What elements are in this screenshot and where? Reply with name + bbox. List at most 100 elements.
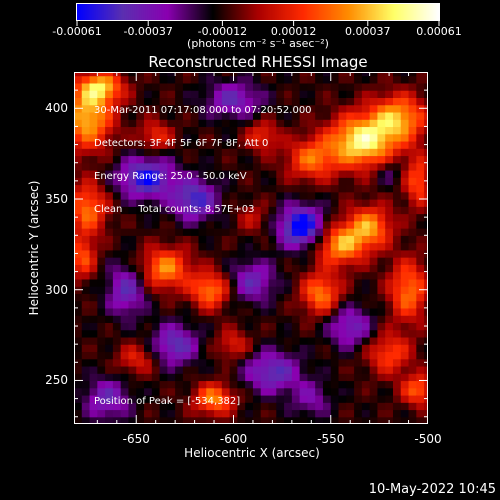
heatmap-cell [105, 402, 114, 411]
heatmap-cell [291, 416, 301, 424]
heatmap-cell [315, 199, 324, 207]
heatmap-cell [346, 191, 355, 200]
heatmap-cell [252, 286, 262, 294]
heatmap-cell [198, 300, 207, 309]
heatmap-cell [252, 90, 262, 98]
heatmap-cell [74, 293, 83, 302]
heatmap-cell [315, 72, 324, 77]
heatmap-cell [307, 155, 316, 164]
heatmap-cell [167, 220, 176, 229]
heatmap-cell [198, 286, 207, 294]
heatmap-cell [400, 169, 410, 178]
heatmap-cell [361, 228, 371, 236]
heatmap-cell [260, 104, 270, 113]
heatmap-cell [260, 111, 270, 120]
heatmap-cell [182, 133, 192, 142]
heatmap-cell [330, 315, 340, 323]
heatmap-cell [229, 322, 238, 331]
heatmap-cell [315, 365, 324, 374]
heatmap-cell [136, 133, 145, 142]
heatmap-cell [221, 162, 231, 171]
heatmap-cell [159, 213, 168, 222]
heatmap-cell [392, 206, 402, 215]
heatmap-cell [74, 97, 83, 106]
heatmap-cell [299, 293, 309, 302]
heatmap-cell [416, 307, 425, 316]
heatmap-cell [97, 111, 106, 120]
heatmap-cell [284, 278, 293, 287]
heatmap-cell [89, 336, 98, 345]
heatmap-cell [338, 387, 347, 396]
heatmap-cell [128, 199, 137, 207]
heatmap-cell [377, 351, 386, 360]
heatmap-cell [136, 365, 145, 374]
heatmap-cell [198, 351, 207, 360]
heatmap-cell [400, 104, 410, 113]
heatmap-cell [424, 300, 428, 309]
heatmap-cell [392, 242, 402, 251]
heatmap-cell [291, 199, 301, 207]
heatmap-cell [74, 402, 83, 411]
heatmap-cell [377, 235, 386, 244]
heatmap-cell [190, 257, 200, 265]
heatmap-cell [416, 119, 425, 128]
heatmap-cell [408, 104, 417, 113]
heatmap-cell [307, 286, 316, 294]
heatmap-cell [182, 104, 192, 113]
heatmap-cell [97, 184, 106, 193]
heatmap-cell [198, 278, 207, 287]
heatmap-cell [252, 184, 262, 193]
heatmap-cell [354, 329, 363, 338]
heatmap-cell [299, 148, 309, 157]
heatmap-cell [299, 373, 309, 382]
heatmap-cell [268, 271, 277, 280]
heatmap-cell [105, 199, 114, 207]
heatmap-cell [214, 220, 223, 229]
heatmap-cell [206, 213, 215, 222]
heatmap-cell [144, 140, 153, 149]
heatmap-cell [112, 169, 122, 178]
heatmap-cell [175, 380, 184, 389]
heatmap-cell [392, 307, 402, 316]
heatmap-cell [112, 286, 122, 294]
heatmap-cell [128, 213, 137, 222]
heatmap-cell [330, 126, 340, 135]
heatmap-cell [307, 111, 316, 120]
heatmap-cell [182, 184, 192, 193]
heatmap-cell [237, 358, 246, 367]
heatmap-cell [159, 380, 168, 389]
heatmap-cell [120, 380, 130, 389]
heatmap-cell [198, 111, 207, 120]
heatmap-cell [105, 286, 114, 294]
heatmap-cell [221, 148, 231, 157]
heatmap-cell [112, 126, 122, 135]
heatmap-cell [167, 177, 176, 186]
heatmap-cell [416, 206, 425, 215]
heatmap-cell [89, 322, 98, 331]
heatmap-cell [346, 155, 355, 164]
heatmap-cell [252, 402, 262, 411]
heatmap-cell [252, 242, 262, 251]
heatmap-cell [408, 358, 417, 367]
heatmap-cell [268, 300, 277, 309]
heatmap-cell [385, 126, 394, 135]
heatmap-cell [112, 394, 122, 403]
heatmap-cell [97, 133, 106, 142]
heatmap-cell [338, 394, 347, 403]
heatmap-cell [299, 199, 309, 207]
heatmap-cell [408, 373, 417, 382]
heatmap-cell [245, 257, 254, 265]
heatmap-cell [237, 206, 246, 215]
heatmap-cell [307, 184, 316, 193]
heatmap-cell [159, 97, 168, 106]
heatmap-cell [354, 72, 363, 77]
heatmap-cell [136, 213, 145, 222]
heatmap-cell [291, 358, 301, 367]
heatmap-cell [252, 191, 262, 200]
heatmap-cell [151, 75, 161, 84]
heatmap-cell [128, 257, 137, 265]
heatmap-cell [330, 82, 340, 91]
heatmap-cell [416, 97, 425, 106]
heatmap-cell [338, 402, 347, 411]
heatmap-cell [260, 191, 270, 200]
